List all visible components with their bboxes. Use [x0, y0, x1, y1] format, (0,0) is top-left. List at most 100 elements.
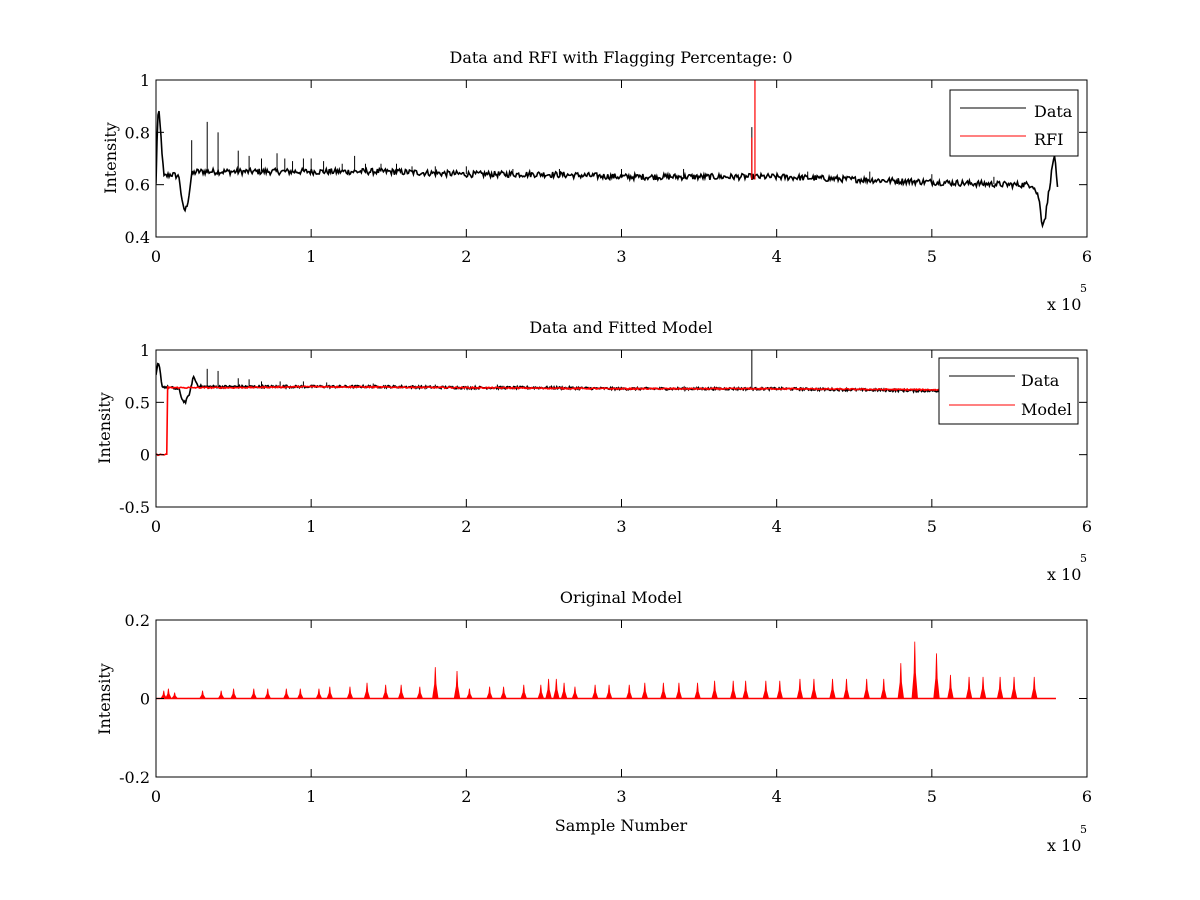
model-peak	[605, 684, 613, 699]
x-tick-label: 5	[927, 247, 937, 266]
x-exponent-power: 5	[1080, 282, 1087, 295]
x-exponent: x 10 5	[1047, 823, 1087, 855]
legend: Data RFI	[949, 89, 1079, 157]
model-peak	[947, 674, 954, 699]
model-peak	[346, 686, 354, 699]
model-peak	[1030, 676, 1038, 699]
plot-area	[156, 350, 964, 457]
model-peak	[897, 663, 905, 699]
model-peak	[1010, 676, 1018, 699]
model-peak	[432, 667, 439, 699]
x-tick-label: 0	[151, 787, 161, 806]
ticks: 0 1 2 3 4 5 6-0.200.2	[119, 611, 1092, 806]
model-peak	[553, 678, 560, 699]
model-peak	[625, 684, 633, 699]
y-axis-label: Intensity	[95, 392, 114, 464]
x-exponent-label: x 10	[1047, 565, 1081, 584]
y-tick-label: 1	[140, 341, 150, 360]
x-tick-label: 3	[616, 247, 626, 266]
x-tick-label: 3	[616, 517, 626, 536]
model-peak	[382, 684, 389, 699]
panel-fitted-model: Data and Fitted Model Intensity 0 1 2 3 4 5 6 -…	[95, 318, 1092, 584]
model-peak	[537, 684, 545, 699]
legend-label-model: Model	[1021, 400, 1072, 419]
model-peak	[711, 680, 718, 699]
x-tick-label: 5	[927, 787, 937, 806]
model-peak	[560, 682, 568, 699]
legend-label-data: Data	[1034, 102, 1073, 121]
model-peak	[363, 682, 371, 699]
y-tick-label: 0.5	[125, 393, 150, 412]
x-exponent-label: x 10	[1047, 836, 1081, 855]
x-tick-label: 0	[151, 247, 161, 266]
model-peak	[466, 688, 473, 699]
y-axis-label: Intensity	[101, 122, 120, 194]
model-peak	[171, 692, 179, 699]
y-tick-label: 0	[140, 446, 150, 465]
model-peak	[282, 688, 290, 699]
x-tick-label: 2	[461, 517, 471, 536]
x-tick-label: 6	[1082, 247, 1092, 266]
x-tick-label: 6	[1082, 517, 1092, 536]
model-peak	[776, 680, 784, 699]
x-exponent: x 10 5	[1047, 282, 1087, 314]
model-peak	[729, 680, 737, 699]
model-peak	[199, 690, 207, 699]
model-peak	[520, 684, 528, 699]
x-exponent-power: 5	[1080, 823, 1087, 836]
model-peak	[843, 678, 850, 699]
model-peak	[911, 641, 918, 699]
model-peak	[675, 682, 683, 699]
x-tick-label: 2	[461, 787, 471, 806]
model-peak	[933, 653, 940, 699]
legend-box	[938, 357, 1079, 425]
x-exponent-label: x 10	[1047, 295, 1081, 314]
model-peak	[965, 676, 973, 699]
y-tick-label: -0.2	[119, 768, 150, 787]
model-peak	[326, 686, 334, 699]
model-peak	[264, 688, 272, 699]
y-tick-label: 1	[140, 71, 150, 90]
x-exponent-power: 5	[1080, 552, 1087, 565]
panel-title: Data and Fitted Model	[529, 318, 712, 337]
model-peak	[591, 684, 599, 699]
x-tick-label: 4	[772, 247, 782, 266]
model-peak	[810, 678, 818, 699]
panel-title: Data and RFI with Flagging Percentage: 0	[449, 48, 792, 67]
model-peak	[397, 684, 405, 699]
x-tick-label: 5	[927, 517, 937, 536]
y-tick-label: -0.5	[119, 498, 150, 517]
plot-area	[156, 641, 1056, 700]
model-peak	[164, 688, 172, 699]
series-line-model	[156, 385, 963, 457]
plot-area	[156, 80, 1059, 229]
ticks: 0 1 2 3 4 5 6-0.500.51	[119, 341, 1092, 536]
y-tick-label: 0.2	[125, 611, 150, 630]
model-peak	[829, 678, 836, 699]
legend-label-rfi: RFI	[1034, 130, 1063, 149]
model-peak	[453, 671, 461, 699]
model-peak	[217, 690, 225, 699]
model-peak	[250, 688, 258, 699]
model-peak	[880, 678, 888, 699]
legend-box	[949, 89, 1079, 157]
x-tick-label: 0	[151, 517, 161, 536]
model-peak	[796, 678, 804, 699]
model-peak	[660, 682, 667, 699]
y-tick-label: 0.6	[125, 176, 150, 195]
model-peak	[641, 682, 649, 699]
x-axis-label: Sample Number	[555, 816, 688, 835]
model-peak	[996, 676, 1004, 699]
x-tick-label: 4	[772, 517, 782, 536]
model-peak	[863, 678, 870, 699]
series-line-data	[156, 110, 1059, 229]
x-tick-label: 3	[616, 787, 626, 806]
legend-label-data: Data	[1021, 371, 1060, 390]
model-peak	[694, 682, 701, 699]
model-peak	[571, 686, 579, 699]
panel-rfi: Data and RFI with Flagging Percentage: 0…	[101, 48, 1092, 314]
model-peak	[315, 688, 323, 699]
ticks: 0 1 2 3 4 5 6 0.4 0.6 0.8 1	[125, 71, 1093, 266]
model-peak	[742, 680, 749, 699]
